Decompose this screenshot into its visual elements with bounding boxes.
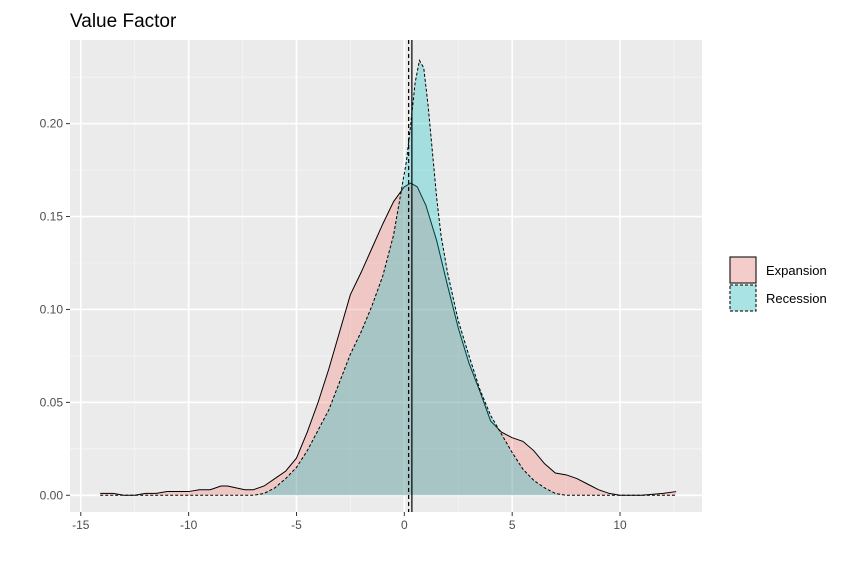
x-tick-label: 0 xyxy=(401,518,408,532)
chart-title: Value Factor xyxy=(70,11,177,32)
density-area-recession xyxy=(100,60,677,496)
x-tick-label: -15 xyxy=(72,518,90,532)
y-axis: 0.00 0.05 0.10 0.15 0.20 xyxy=(40,117,70,502)
legend-key-bg-recession xyxy=(729,284,757,312)
legend: Expansion Recession xyxy=(729,256,827,312)
x-axis: -15 -10 -5 0 5 10 xyxy=(72,512,627,532)
legend-key-recession xyxy=(729,284,757,312)
grid-minor xyxy=(70,40,702,512)
legend-key-bg-expansion xyxy=(729,256,757,284)
density-area-expansion xyxy=(100,183,677,496)
y-tick-label: 0.10 xyxy=(40,302,64,316)
density-outline-recession xyxy=(100,59,677,496)
x-tick-label: -10 xyxy=(180,518,198,532)
x-tick-label: 5 xyxy=(509,518,516,532)
legend-label-recession: Recession xyxy=(766,291,827,306)
density-areas xyxy=(100,59,677,496)
y-tick-label: 0.05 xyxy=(40,395,64,409)
y-tick-label: 0.15 xyxy=(40,210,64,224)
x-tick-label: 10 xyxy=(613,518,627,532)
x-tick-label: -5 xyxy=(291,518,302,532)
density-outline-expansion xyxy=(100,182,677,496)
legend-label-expansion: Expansion xyxy=(766,263,827,278)
y-tick-label: 0.20 xyxy=(40,117,64,131)
legend-key-expansion xyxy=(729,256,757,284)
y-tick-label: 0.00 xyxy=(40,488,64,502)
plot-panel xyxy=(70,40,702,512)
mean-lines xyxy=(408,40,413,512)
